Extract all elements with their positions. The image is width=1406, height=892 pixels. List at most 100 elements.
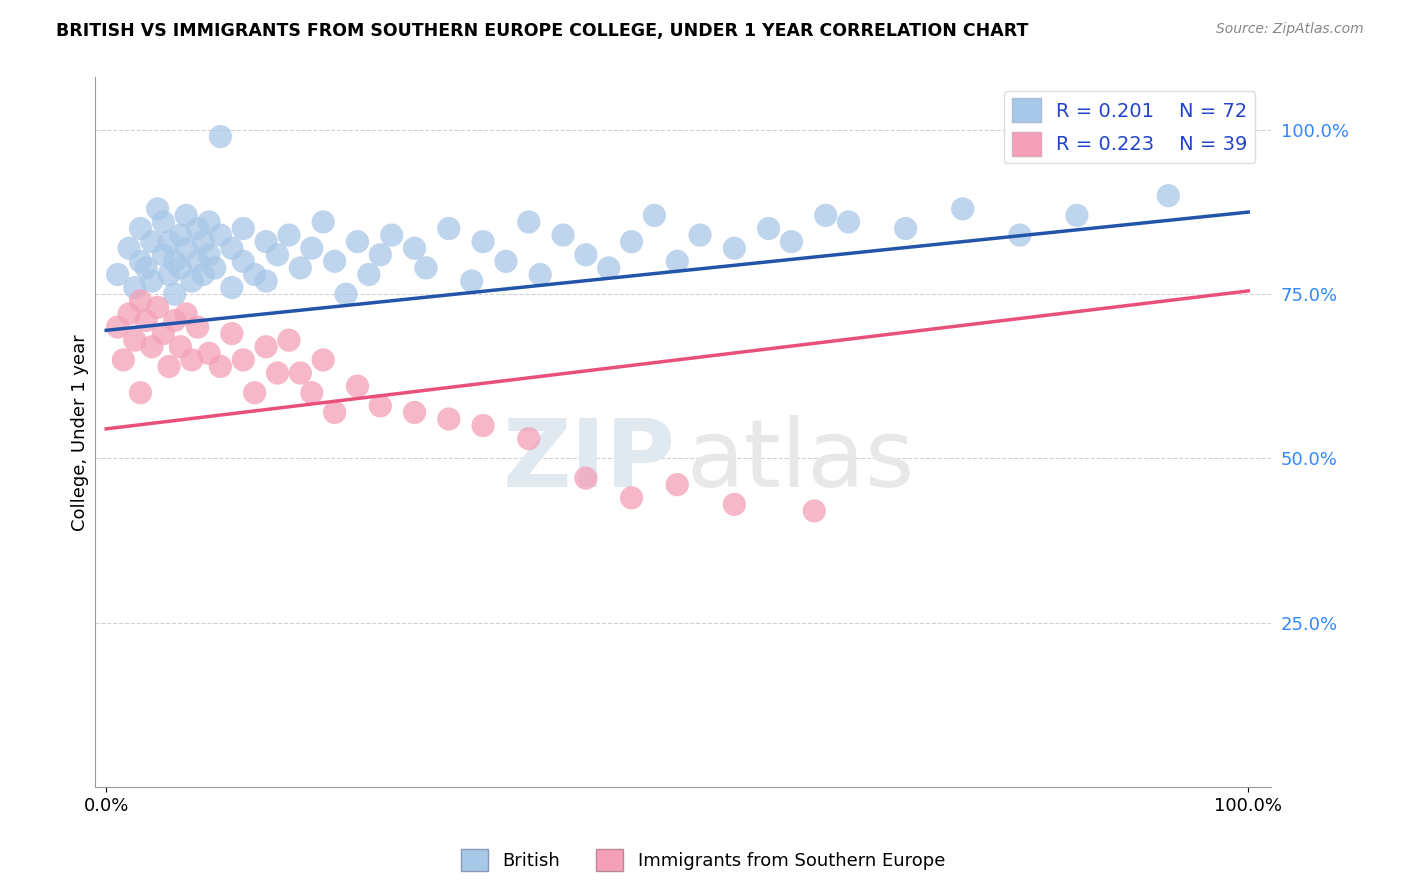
Point	[174, 241, 197, 255]
Point	[278, 333, 301, 347]
Point	[174, 307, 197, 321]
Point	[723, 497, 745, 511]
Point	[254, 235, 277, 249]
Point	[129, 293, 152, 308]
Point	[129, 221, 152, 235]
Point	[758, 221, 780, 235]
Point	[187, 221, 209, 235]
Point	[1157, 188, 1180, 202]
Point	[472, 235, 495, 249]
Point	[643, 208, 665, 222]
Point	[346, 235, 368, 249]
Point	[814, 208, 837, 222]
Point	[666, 477, 689, 491]
Point	[146, 202, 169, 216]
Point	[163, 313, 186, 327]
Point	[1066, 208, 1088, 222]
Point	[107, 268, 129, 282]
Point	[124, 280, 146, 294]
Point	[221, 241, 243, 255]
Point	[323, 405, 346, 419]
Point	[472, 418, 495, 433]
Point	[124, 333, 146, 347]
Point	[894, 221, 917, 235]
Point	[575, 471, 598, 485]
Point	[180, 274, 202, 288]
Point	[198, 346, 221, 360]
Point	[335, 287, 357, 301]
Text: atlas: atlas	[686, 415, 915, 507]
Point	[254, 274, 277, 288]
Point	[135, 260, 157, 275]
Point	[404, 405, 426, 419]
Point	[141, 274, 163, 288]
Point	[221, 326, 243, 341]
Point	[368, 248, 391, 262]
Point	[152, 215, 174, 229]
Point	[209, 228, 232, 243]
Text: BRITISH VS IMMIGRANTS FROM SOUTHERN EUROPE COLLEGE, UNDER 1 YEAR CORRELATION CHA: BRITISH VS IMMIGRANTS FROM SOUTHERN EURO…	[56, 22, 1029, 40]
Point	[620, 491, 643, 505]
Point	[415, 260, 437, 275]
Point	[278, 228, 301, 243]
Point	[460, 274, 482, 288]
Point	[221, 280, 243, 294]
Text: Source: ZipAtlas.com: Source: ZipAtlas.com	[1216, 22, 1364, 37]
Point	[232, 221, 254, 235]
Point	[187, 254, 209, 268]
Point	[723, 241, 745, 255]
Point	[141, 340, 163, 354]
Point	[803, 504, 825, 518]
Point	[323, 254, 346, 268]
Legend: British, Immigrants from Southern Europe: British, Immigrants from Southern Europe	[454, 842, 952, 879]
Point	[157, 268, 180, 282]
Point	[290, 260, 312, 275]
Point	[312, 352, 335, 367]
Point	[146, 301, 169, 315]
Point	[301, 241, 323, 255]
Point	[780, 235, 803, 249]
Point	[437, 412, 460, 426]
Point	[357, 268, 380, 282]
Point	[266, 366, 288, 380]
Point	[243, 385, 266, 400]
Point	[312, 215, 335, 229]
Point	[232, 254, 254, 268]
Point	[163, 287, 186, 301]
Point	[1008, 228, 1031, 243]
Point	[952, 202, 974, 216]
Point	[598, 260, 620, 275]
Point	[198, 215, 221, 229]
Y-axis label: College, Under 1 year: College, Under 1 year	[72, 334, 89, 531]
Point	[437, 221, 460, 235]
Point	[193, 268, 215, 282]
Text: ZIP: ZIP	[502, 415, 675, 507]
Point	[204, 260, 226, 275]
Point	[169, 228, 191, 243]
Point	[254, 340, 277, 354]
Point	[187, 320, 209, 334]
Point	[290, 366, 312, 380]
Point	[141, 235, 163, 249]
Point	[169, 340, 191, 354]
Point	[107, 320, 129, 334]
Point	[551, 228, 574, 243]
Point	[157, 235, 180, 249]
Point	[689, 228, 711, 243]
Point	[152, 248, 174, 262]
Point	[575, 248, 598, 262]
Point	[517, 432, 540, 446]
Point	[209, 129, 232, 144]
Point	[346, 379, 368, 393]
Point	[620, 235, 643, 249]
Point	[404, 241, 426, 255]
Legend: R = 0.201    N = 72, R = 0.223    N = 39: R = 0.201 N = 72, R = 0.223 N = 39	[1004, 91, 1256, 163]
Point	[169, 260, 191, 275]
Point	[666, 254, 689, 268]
Point	[135, 313, 157, 327]
Point	[529, 268, 551, 282]
Point	[180, 352, 202, 367]
Point	[266, 248, 288, 262]
Point	[129, 385, 152, 400]
Point	[174, 208, 197, 222]
